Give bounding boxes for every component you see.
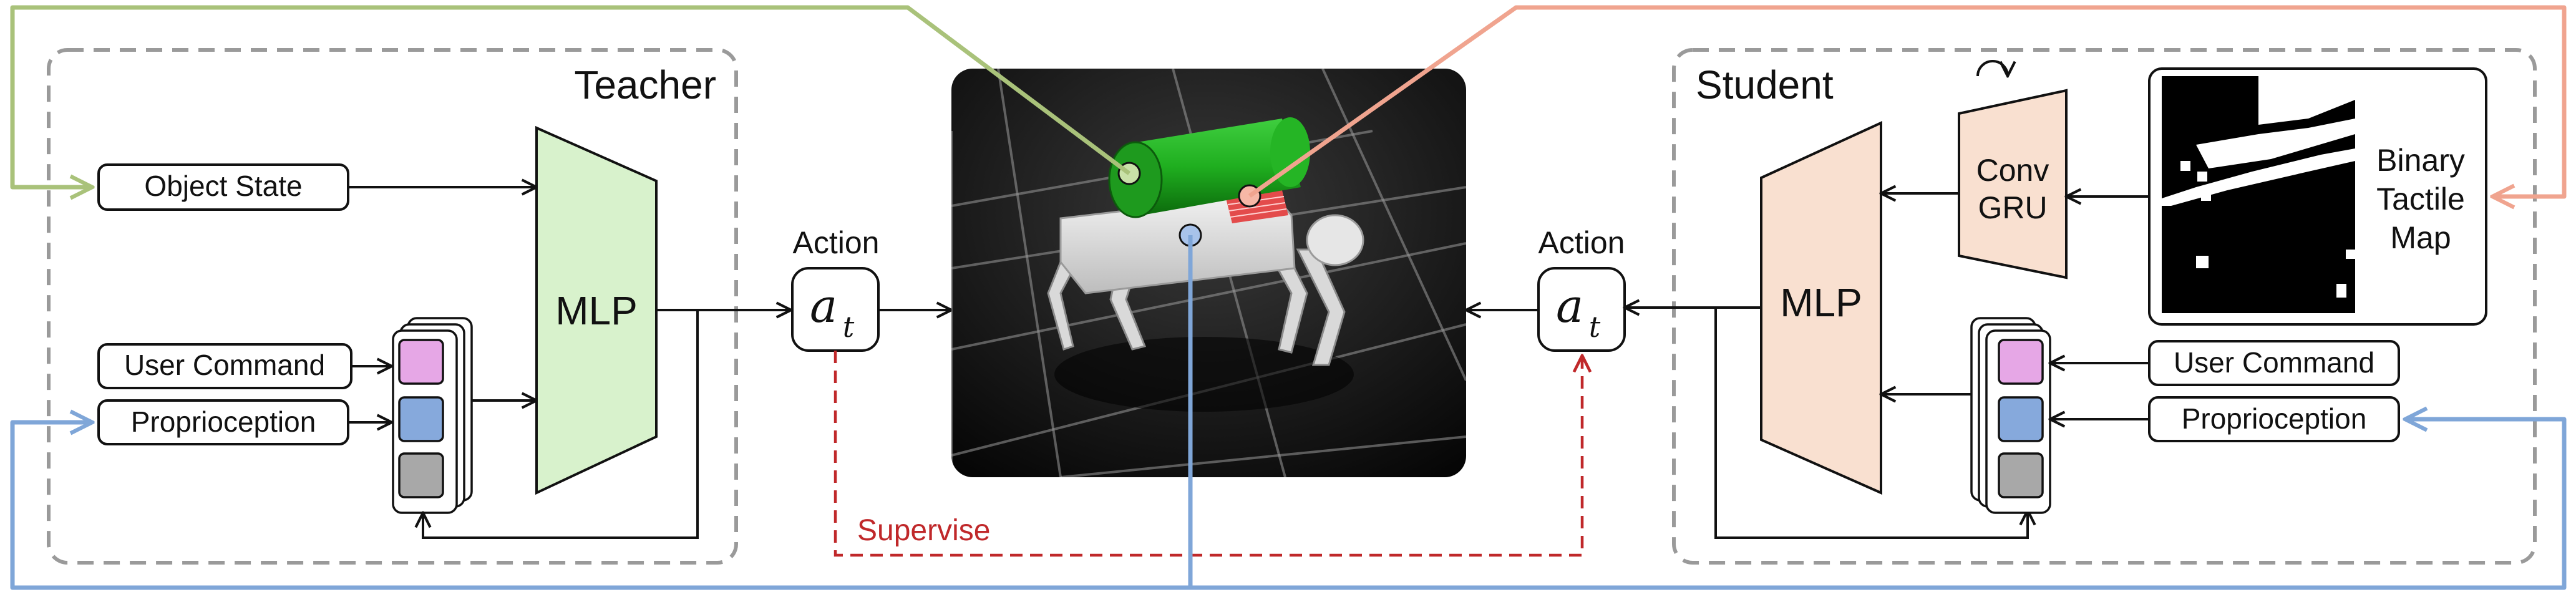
student-stack-history-cell (1998, 452, 2044, 498)
student-action-label: Action (1538, 225, 1625, 260)
proprioception-link-right (1190, 419, 2567, 590)
student-mlp-label: MLP (1780, 280, 1862, 325)
student-history-stack (1970, 317, 2051, 514)
conv-gru-block (1958, 89, 2068, 279)
stack-history-cell (398, 452, 444, 498)
student-panel: Student MLP Conv GRU Binary Tactile Map (1625, 48, 2537, 565)
conv-gru-line1: Conv (1976, 153, 2049, 188)
student-feedback-loop (1714, 308, 2028, 539)
teacher-action: Action a t (791, 225, 880, 352)
proprioception-label: Proprioception (131, 405, 316, 438)
student-title: Student (1696, 62, 1834, 107)
conv-gru-line2: GRU (1978, 190, 2047, 225)
teacher-action-subscript: t (843, 310, 855, 344)
robot-simulation-image (951, 69, 1466, 477)
teacher-feedback-loop (423, 310, 699, 539)
proprioception-link-left (10, 235, 1193, 590)
tactile-label-line1: Binary (2376, 143, 2465, 178)
object-state-link (10, 5, 1131, 187)
teacher-action-label: Action (793, 225, 880, 260)
student-stack-proprio-cell (1998, 396, 2044, 442)
student-stack-command-cell (1998, 339, 2044, 385)
teacher-mlp (535, 125, 658, 495)
student-mlp (1760, 120, 1882, 495)
supervise-arrow (834, 351, 1582, 557)
student-user-command-label: User Command (2174, 346, 2374, 379)
teacher-mlp-label: MLP (555, 288, 638, 333)
tactile-label-line2: Tactile (2376, 182, 2465, 216)
user-command-label: User Command (124, 349, 325, 381)
stack-command-cell (398, 339, 444, 385)
student-action-symbol: a (1556, 279, 1583, 333)
object-state-label: Object State (144, 170, 302, 202)
tactile-link (1248, 5, 2567, 197)
student-action: Action a t (1537, 225, 1626, 352)
teacher-history-stack (392, 317, 473, 514)
tactile-label-line3: Map (2390, 220, 2451, 255)
student-action-subscript: t (1589, 310, 1601, 344)
stack-proprio-cell (398, 396, 444, 442)
binary-tactile-image (2162, 76, 2355, 313)
teacher-action-symbol: a (810, 279, 837, 333)
teacher-title: Teacher (574, 62, 716, 107)
teacher-dashed-border (47, 48, 738, 565)
teacher-panel: Teacher Object State User Command Propri… (47, 48, 791, 565)
student-proprioception-label: Proprioception (2182, 402, 2367, 435)
supervise-label: Supervise (857, 514, 990, 547)
recurrent-icon (1976, 60, 2008, 76)
